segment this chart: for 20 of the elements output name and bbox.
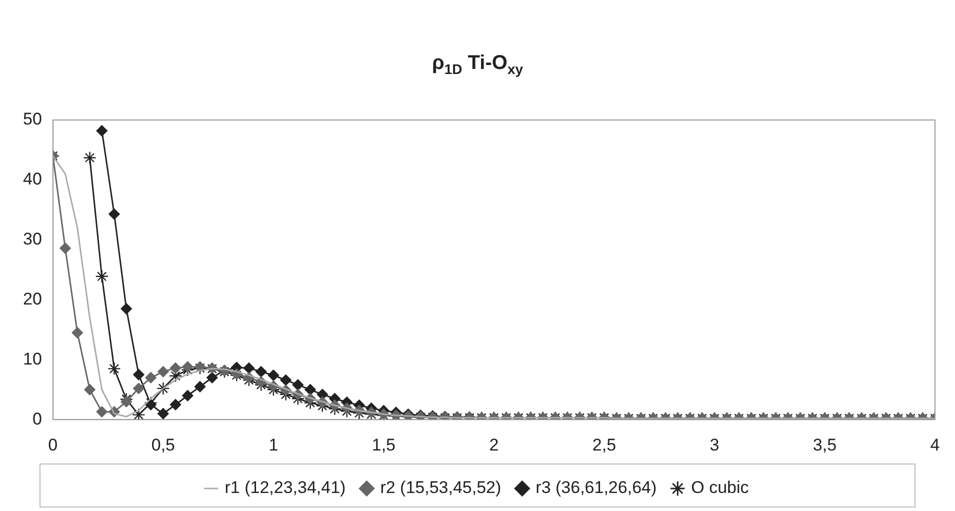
y-tick-label: 30 <box>22 230 42 249</box>
x-tick-label: 3 <box>710 435 720 454</box>
y-tick-label: 0 <box>32 409 42 428</box>
x-tick-label: 1 <box>268 435 278 454</box>
x-tick-label: 4 <box>930 435 940 454</box>
x-tick-label: 2,5 <box>592 435 616 454</box>
legend-label: r2 (15,53,45,52) <box>380 478 502 498</box>
x-tick-label: 3,5 <box>812 435 837 454</box>
chart-title: ρ$_{1D}$ Ti-O$_{xy}$ <box>430 52 524 77</box>
x-tick-label: 0,5 <box>151 435 175 454</box>
legend-label: O cubic <box>691 478 750 498</box>
y-tick-label: 40 <box>22 170 42 189</box>
y-tick-label: 20 <box>22 289 42 308</box>
x-tick-label: 2 <box>489 435 499 454</box>
legend-label: r3 (36,61,26,64) <box>536 478 657 498</box>
y-tick-label: 50 <box>22 110 42 129</box>
x-tick-label: 1,5 <box>372 435 396 454</box>
legend-label: r1 (12,23,34,41) <box>224 478 346 498</box>
y-tick-label: 10 <box>22 349 42 368</box>
x-tick-label: 0 <box>48 435 58 454</box>
